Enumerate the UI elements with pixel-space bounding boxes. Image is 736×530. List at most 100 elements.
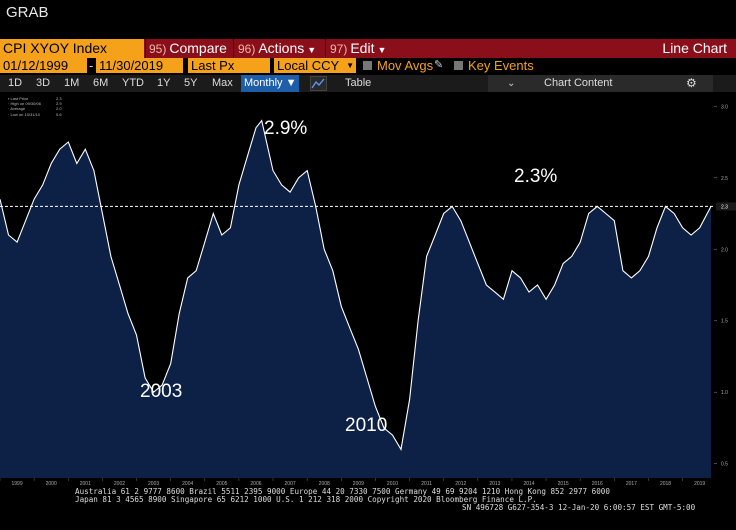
legend-label: High on 09/30/06 <box>10 101 41 107</box>
legend-value: 2.3 <box>56 96 62 101</box>
x-tick-label: 2013 <box>489 481 500 486</box>
actions-number: 96) <box>238 42 256 56</box>
footer-line-1: Australia 61 2 9777 8600 Brazil 5511 239… <box>75 487 610 496</box>
y-tick-label: 1.5 <box>721 319 728 325</box>
x-tick-label: 2018 <box>660 481 671 486</box>
frequency-select[interactable]: Monthly ▼ <box>241 75 300 92</box>
compare-number: 95) <box>149 42 167 56</box>
frequency-label: Monthly <box>244 77 283 89</box>
mov-avgs-label: Mov Avgs <box>377 58 434 73</box>
y-tick-label: 2.0 <box>721 247 728 253</box>
footer-line-3: SN 496728 G627-354-3 12-Jan-20 6:00:57 E… <box>462 503 696 512</box>
compare-menu[interactable]: 95) Compare <box>149 39 227 58</box>
field-value: Last Px <box>191 58 235 73</box>
menu-separator <box>145 39 146 58</box>
chevron-down-icon: ▼ <box>285 77 297 89</box>
x-tick-label: 1999 <box>12 481 23 486</box>
chart-legend: ▪ Last Price 2.3 · High on 09/30/06 2.9 · … <box>8 96 62 117</box>
x-tick-label: 2007 <box>285 481 296 486</box>
x-tick-label: 2008 <box>319 481 330 486</box>
legend-low: · Low on 10/31/10 0.6 <box>8 111 62 117</box>
last-value-box <box>716 202 736 211</box>
x-tick-label: 2005 <box>216 481 227 486</box>
x-tick-label: 2000 <box>46 481 57 486</box>
x-tick-label: 2004 <box>182 481 193 486</box>
chevron-down-icon: ▼ <box>377 45 387 55</box>
legend-average: · Average 2.0 <box>8 106 62 112</box>
annotation-2010: 2010 <box>345 415 388 436</box>
y-tick-label: 1.0 <box>721 390 728 396</box>
legend-value: 0.6 <box>56 111 62 117</box>
actions-label: Actions <box>258 40 305 56</box>
field-select[interactable]: Last Px <box>188 58 270 73</box>
footer-line-2: Japan 81 3 4565 8900 Singapore 65 6212 1… <box>75 495 537 504</box>
y-tick-label: 0.5 <box>721 462 728 468</box>
x-tick-label: 2001 <box>80 481 91 486</box>
period-1m[interactable]: 1M <box>64 77 80 89</box>
table-button[interactable]: Table <box>345 77 372 89</box>
period-max[interactable]: Max <box>212 77 233 89</box>
key-events-label: Key Events <box>468 58 534 73</box>
x-tick-label: 2003 <box>148 481 159 486</box>
series-area-fill <box>0 120 711 478</box>
x-tick-label: 2017 <box>626 481 637 486</box>
legend-label: Last Price <box>10 96 29 101</box>
ticker-field[interactable]: CPI XYOY Index <box>0 39 144 58</box>
legend-value: 2.9 <box>56 101 62 107</box>
x-tick-label: 2010 <box>387 481 398 486</box>
gear-icon[interactable]: ⚙ <box>686 76 697 90</box>
actions-menu[interactable]: 96) Actions ▼ <box>238 39 316 58</box>
annotation-last: 2.3% <box>514 166 558 187</box>
annotation-2003: 2003 <box>140 381 183 402</box>
menu-bar <box>0 39 736 58</box>
x-tick-label: 2006 <box>250 481 261 486</box>
chart-type-icon[interactable] <box>310 76 327 91</box>
key-events-checkbox[interactable] <box>454 61 463 70</box>
chevron-down-icon: ⌄ <box>507 78 516 89</box>
x-tick-label: 2011 <box>421 481 432 486</box>
y-tick-label: 2.5 <box>721 176 728 182</box>
x-tick-label: 2016 <box>592 481 603 486</box>
chart-content-label: Chart Content <box>544 77 613 89</box>
chart-content-button[interactable]: ⌄ Chart Content <box>488 75 713 92</box>
x-tick-label: 2019 <box>694 481 705 486</box>
chevron-down-icon: ▼ <box>307 45 317 55</box>
legend-last-price: ▪ Last Price 2.3 <box>8 96 62 101</box>
cpi-line-chart: 3.0 2.5 2.0 1.5 1.0 0.5 2.3 1999 2000 2001 2002 200… <box>0 104 736 486</box>
period-6m[interactable]: 6M <box>93 77 109 89</box>
period-5y[interactable]: 5Y <box>184 77 198 89</box>
x-tick-label: 2014 <box>523 481 534 486</box>
edit-number: 97) <box>330 42 348 56</box>
pencil-icon[interactable]: ✎ <box>434 59 444 71</box>
x-tick-label: 2009 <box>353 481 364 486</box>
period-1y[interactable]: 1Y <box>157 77 171 89</box>
end-date-field[interactable]: 11/30/2019 <box>96 58 183 73</box>
x-tick-label: 2002 <box>114 481 125 486</box>
edit-label: Edit <box>350 40 375 56</box>
view-title: Line Chart <box>662 40 727 56</box>
date-separator: - <box>89 58 94 73</box>
legend-value: 2.0 <box>56 106 62 112</box>
annotation-high: 2.9% <box>264 118 308 139</box>
menu-separator <box>233 39 234 58</box>
period-1d[interactable]: 1D <box>8 77 23 89</box>
series-line <box>0 119 712 451</box>
footer: Australia 61 2 9777 8600 Brazil 5511 239… <box>0 487 736 530</box>
screen-label: GRAB <box>6 4 49 21</box>
compare-label: Compare <box>169 40 227 56</box>
currency-select[interactable]: Local CCY ▼ <box>274 58 356 73</box>
y-tick-label: 3.0 <box>721 104 728 110</box>
edit-menu[interactable]: 97) Edit ▼ <box>330 39 386 58</box>
last-value-label: 2.3 <box>721 204 728 210</box>
legend-label: Average <box>10 106 26 112</box>
legend-high: · High on 09/30/06 2.9 <box>8 101 62 107</box>
x-tick-label: 2012 <box>455 481 466 486</box>
chart-area[interactable]: 3.0 2.5 2.0 1.5 1.0 0.5 2.3 1999 2000 2001 2002 200… <box>0 92 736 486</box>
mov-avgs-checkbox[interactable] <box>363 61 372 70</box>
period-3d[interactable]: 3D <box>36 77 51 89</box>
period-ytd[interactable]: YTD <box>122 77 144 89</box>
x-tick-label: 2015 <box>558 481 569 486</box>
start-date-field[interactable]: 01/12/1999 <box>0 58 87 73</box>
currency-value: Local CCY <box>277 58 340 73</box>
menu-separator <box>325 39 326 58</box>
